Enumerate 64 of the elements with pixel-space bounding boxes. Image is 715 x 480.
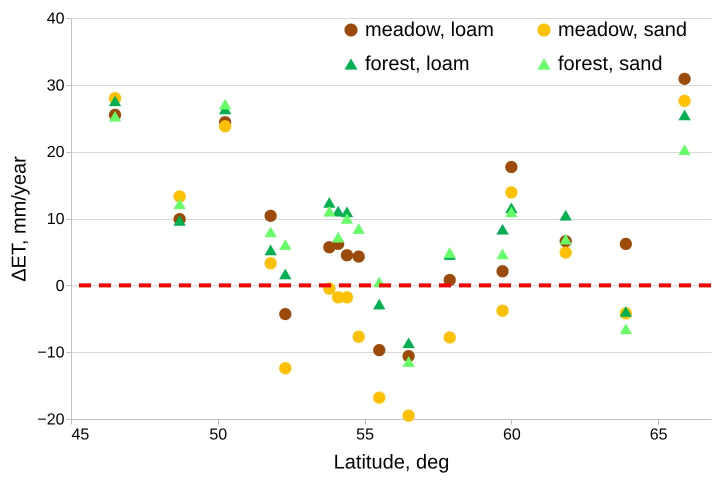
legend-label: forest, sand <box>558 53 663 75</box>
point <box>279 308 292 320</box>
x-tick-label: 50 <box>209 426 228 444</box>
point <box>174 190 186 203</box>
y-tick-label: 0 <box>56 278 65 295</box>
point <box>174 198 186 210</box>
point <box>678 94 691 107</box>
legend-label: forest, loam <box>365 53 470 75</box>
point <box>678 110 691 120</box>
y-tick-label: 30 <box>46 77 65 94</box>
point <box>620 306 632 317</box>
point <box>352 330 365 343</box>
point <box>560 246 572 259</box>
point <box>505 186 518 199</box>
point <box>620 238 632 250</box>
point <box>496 265 509 278</box>
point <box>620 323 632 334</box>
point <box>352 223 365 234</box>
point <box>444 274 456 286</box>
point <box>279 239 292 250</box>
point <box>108 96 122 106</box>
point <box>219 120 232 132</box>
point <box>332 232 344 243</box>
point <box>505 206 518 218</box>
point <box>264 210 277 222</box>
point <box>402 338 415 348</box>
point <box>219 98 232 110</box>
point <box>496 224 509 234</box>
point <box>323 206 336 216</box>
point <box>340 213 354 224</box>
point <box>496 304 509 317</box>
y-tick-label: 20 <box>46 144 65 162</box>
legend-label: meadow, loam <box>365 19 494 41</box>
y-tick-label: −10 <box>37 344 65 362</box>
point <box>444 331 456 344</box>
point <box>678 144 691 155</box>
point <box>279 268 292 280</box>
point <box>560 210 572 220</box>
legend-label: meadow, sand <box>558 19 687 41</box>
point <box>373 344 386 356</box>
x-tick-label: 55 <box>356 426 374 444</box>
point <box>678 72 691 85</box>
point <box>264 226 277 238</box>
point <box>496 248 509 260</box>
point <box>373 298 386 310</box>
point <box>264 244 277 256</box>
x-tick-label: 60 <box>502 426 521 444</box>
point <box>340 249 354 262</box>
y-axis-title: ΔET, mm/year <box>8 156 30 282</box>
point <box>373 392 386 404</box>
x-tick-label: 65 <box>650 426 668 444</box>
point <box>505 160 518 174</box>
point <box>264 257 277 270</box>
point <box>323 197 336 208</box>
y-tick-label: 40 <box>46 10 65 28</box>
y-tick-label: −20 <box>37 412 65 428</box>
point <box>402 356 415 367</box>
x-tick-label: 45 <box>72 426 90 444</box>
point <box>402 410 415 422</box>
point <box>279 362 292 374</box>
point <box>560 234 572 245</box>
x-axis-title: Latitude, deg <box>334 452 450 474</box>
y-tick-label: 10 <box>46 211 65 228</box>
point <box>352 250 365 263</box>
